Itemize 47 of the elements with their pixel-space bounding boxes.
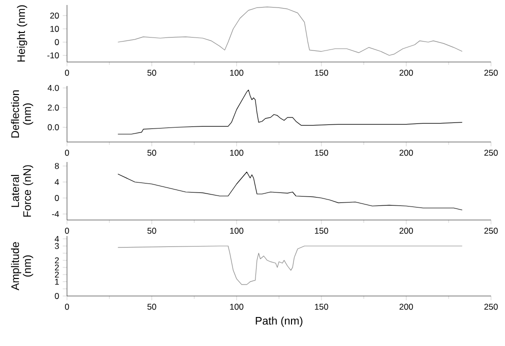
x-axis-title: Path (nm): [256, 316, 302, 327]
x-tick-label: 200: [400, 70, 413, 76]
y-axis-title: Lateral Force (nN): [10, 165, 34, 217]
y-tick-label: 2: [54, 272, 59, 278]
x-tick-label: 150: [314, 150, 328, 156]
y-tick-label: 4.0: [48, 84, 59, 91]
y-tick-label: 3: [54, 243, 59, 249]
y-axis-title: Height (nm): [16, 5, 28, 62]
y-tick-label: 2.0: [48, 104, 59, 111]
x-tick-label: 200: [400, 150, 413, 156]
y-tick-label: 0: [54, 293, 59, 299]
x-tick-label: 250: [484, 228, 498, 234]
x-tick-label: 100: [230, 228, 244, 234]
y-tick-label: 0: [54, 39, 59, 46]
x-tick-label: 100: [230, 304, 244, 310]
x-tick-label: 100: [230, 70, 244, 76]
x-tick-label: 150: [314, 70, 328, 76]
y-tick-label: 0: [54, 195, 59, 201]
x-tick-label: 0: [64, 228, 70, 234]
y-tick-label: 20: [50, 12, 59, 19]
y-axis-title: Amplitude (nm): [10, 242, 34, 290]
y-tick-label: 10: [50, 26, 59, 32]
x-tick-label: 100: [230, 150, 244, 156]
x-tick-label: 200: [400, 228, 413, 234]
y-tick-label: 0.0: [48, 124, 59, 130]
x-tick-label: 0: [64, 70, 70, 76]
y-tick-label: 2: [54, 264, 59, 270]
y-axis-title: Deflection (nm): [10, 90, 34, 138]
x-tick-label: 150: [314, 228, 328, 234]
x-tick-label: 50: [147, 304, 156, 310]
x-tick-label: 50: [147, 228, 156, 234]
x-tick-label: 150: [314, 304, 328, 310]
y-tick-label: -10: [47, 52, 59, 58]
x-tick-label: 0: [64, 304, 70, 310]
y-tick-label: 4: [54, 179, 59, 185]
x-tick-label: 250: [484, 304, 498, 310]
x-tick-label: 0: [64, 150, 70, 156]
y-tick-label: 8: [54, 163, 59, 169]
y-tick-label: -4: [52, 211, 59, 217]
x-tick-label: 50: [147, 150, 156, 156]
x-tick-label: 200: [400, 304, 413, 310]
x-tick-label: 50: [147, 70, 156, 76]
x-tick-label: 250: [484, 70, 498, 76]
y-tick-label: 4: [54, 236, 59, 242]
y-tick-label: 1: [55, 278, 59, 285]
x-tick-label: 250: [484, 150, 498, 156]
y-tick-label: 2: [54, 257, 59, 264]
